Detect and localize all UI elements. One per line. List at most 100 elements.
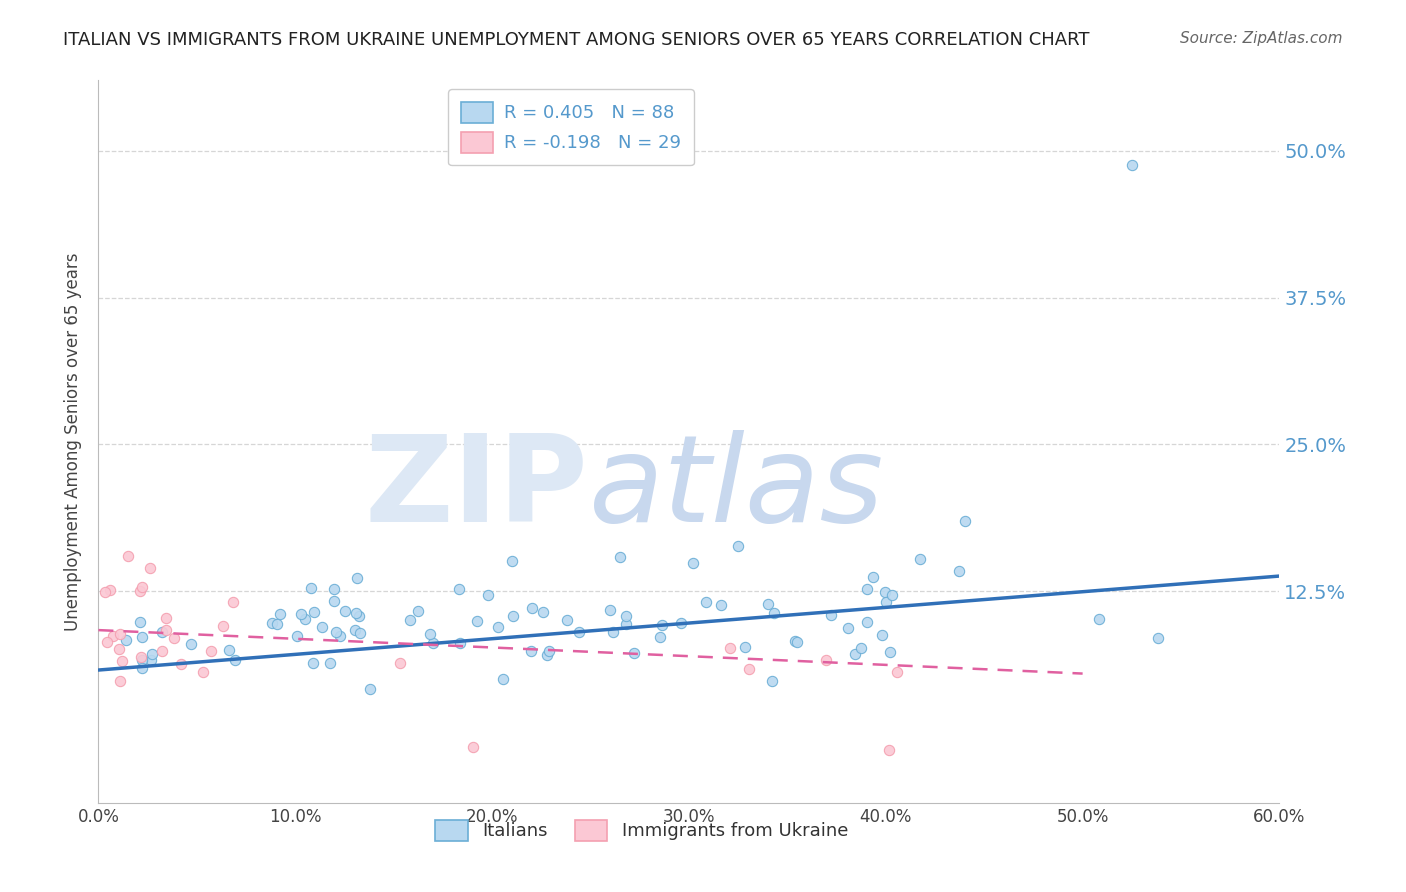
Point — [875, 595, 897, 609]
Point — [129, 584, 152, 599]
Point — [329, 629, 352, 643]
Point — [537, 643, 560, 657]
Point — [786, 635, 808, 649]
Point — [111, 654, 134, 668]
Point — [465, 614, 488, 628]
Point — [131, 653, 153, 667]
Point — [872, 628, 894, 642]
Point — [599, 603, 621, 617]
Point — [501, 554, 523, 568]
Point — [1147, 632, 1170, 646]
Point — [837, 621, 859, 635]
Point — [449, 636, 471, 650]
Point — [873, 584, 896, 599]
Point — [318, 656, 340, 670]
Point — [108, 641, 131, 656]
Point — [761, 674, 783, 689]
Point — [763, 606, 786, 620]
Point — [880, 588, 903, 602]
Point — [294, 611, 316, 625]
Point — [388, 656, 411, 670]
Point — [568, 625, 591, 640]
Point — [139, 652, 162, 666]
Point — [710, 598, 733, 612]
Point — [131, 580, 153, 594]
Point — [325, 624, 347, 639]
Point — [520, 644, 543, 658]
Point — [488, 620, 510, 634]
Point — [131, 660, 153, 674]
Point — [290, 607, 312, 621]
Point — [536, 648, 558, 662]
Point — [844, 647, 866, 661]
Point — [422, 636, 444, 650]
Point — [477, 588, 499, 602]
Point — [101, 629, 124, 643]
Point — [193, 665, 215, 679]
Text: ITALIAN VS IMMIGRANTS FROM UKRAINE UNEMPLOYMENT AMONG SENIORS OVER 65 YEARS CORR: ITALIAN VS IMMIGRANTS FROM UKRAINE UNEMP… — [63, 31, 1090, 49]
Point — [141, 647, 163, 661]
Point — [108, 627, 131, 641]
Point — [718, 640, 741, 655]
Point — [218, 643, 240, 657]
Point — [131, 630, 153, 644]
Point — [851, 641, 873, 656]
Point — [948, 564, 970, 578]
Point — [531, 605, 554, 619]
Point — [399, 613, 422, 627]
Point — [343, 624, 366, 638]
Point — [170, 657, 193, 671]
Point — [359, 682, 381, 697]
Point — [877, 743, 900, 757]
Point — [163, 632, 186, 646]
Point — [855, 615, 877, 629]
Point — [820, 608, 842, 623]
Point — [727, 539, 749, 553]
Point — [650, 630, 672, 644]
Point — [349, 608, 371, 623]
Point — [1088, 612, 1111, 626]
Point — [224, 653, 246, 667]
Text: ZIP: ZIP — [364, 430, 589, 547]
Point — [346, 571, 368, 585]
Point — [879, 645, 901, 659]
Point — [139, 561, 162, 575]
Point — [520, 601, 543, 615]
Y-axis label: Unemployment Among Seniors over 65 years: Unemployment Among Seniors over 65 years — [65, 252, 83, 631]
Point — [502, 609, 524, 624]
Point — [266, 617, 288, 632]
Point — [953, 514, 976, 528]
Point — [695, 595, 717, 609]
Point — [98, 582, 121, 597]
Point — [322, 593, 344, 607]
Point — [555, 613, 578, 627]
Point — [311, 620, 333, 634]
Point — [260, 615, 283, 630]
Point — [734, 640, 756, 654]
Point — [449, 582, 471, 596]
Point — [886, 665, 908, 680]
Point — [815, 653, 838, 667]
Point — [129, 615, 152, 629]
Point — [623, 646, 645, 660]
Point — [492, 673, 515, 687]
Point — [180, 637, 202, 651]
Point — [131, 650, 153, 665]
Point — [783, 634, 806, 648]
Point — [614, 608, 637, 623]
Point — [94, 585, 117, 599]
Point — [602, 625, 624, 640]
Point — [117, 549, 139, 563]
Point — [349, 626, 371, 640]
Point — [856, 582, 879, 596]
Point — [212, 619, 235, 633]
Point — [155, 611, 177, 625]
Point — [222, 594, 245, 608]
Point — [115, 633, 138, 648]
Point — [299, 581, 322, 595]
Point — [96, 635, 118, 649]
Point — [200, 643, 222, 657]
Legend: Italians, Immigrants from Ukraine: Italians, Immigrants from Ukraine — [427, 813, 855, 848]
Point — [333, 604, 356, 618]
Text: Source: ZipAtlas.com: Source: ZipAtlas.com — [1180, 31, 1343, 46]
